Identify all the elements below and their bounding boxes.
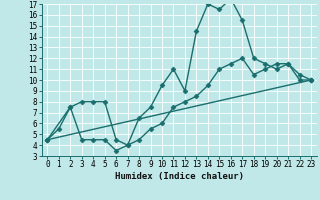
X-axis label: Humidex (Indice chaleur): Humidex (Indice chaleur) [115,172,244,181]
